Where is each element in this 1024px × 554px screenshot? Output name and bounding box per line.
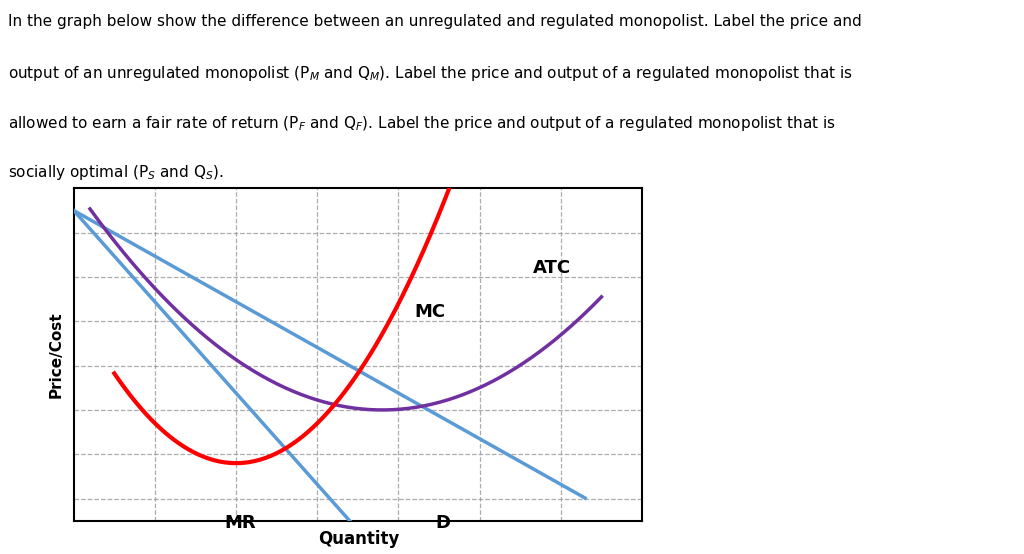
Text: output of an unregulated monopolist (P$_M$ and Q$_M$). Label the price and outpu: output of an unregulated monopolist (P$_…: [8, 64, 853, 83]
Text: socially optimal (P$_S$ and Q$_S$).: socially optimal (P$_S$ and Q$_S$).: [8, 163, 224, 182]
Text: allowed to earn a fair rate of return (P$_F$ and Q$_F$). Label the price and out: allowed to earn a fair rate of return (P…: [8, 114, 836, 132]
Y-axis label: Price/Cost: Price/Cost: [48, 311, 63, 398]
Text: MR: MR: [224, 514, 256, 532]
Text: MC: MC: [415, 304, 445, 321]
Text: D: D: [435, 514, 450, 532]
Text: ATC: ATC: [532, 259, 570, 277]
Text: In the graph below show the difference between an unregulated and regulated mono: In the graph below show the difference b…: [8, 14, 862, 29]
Text: Quantity: Quantity: [317, 531, 399, 548]
